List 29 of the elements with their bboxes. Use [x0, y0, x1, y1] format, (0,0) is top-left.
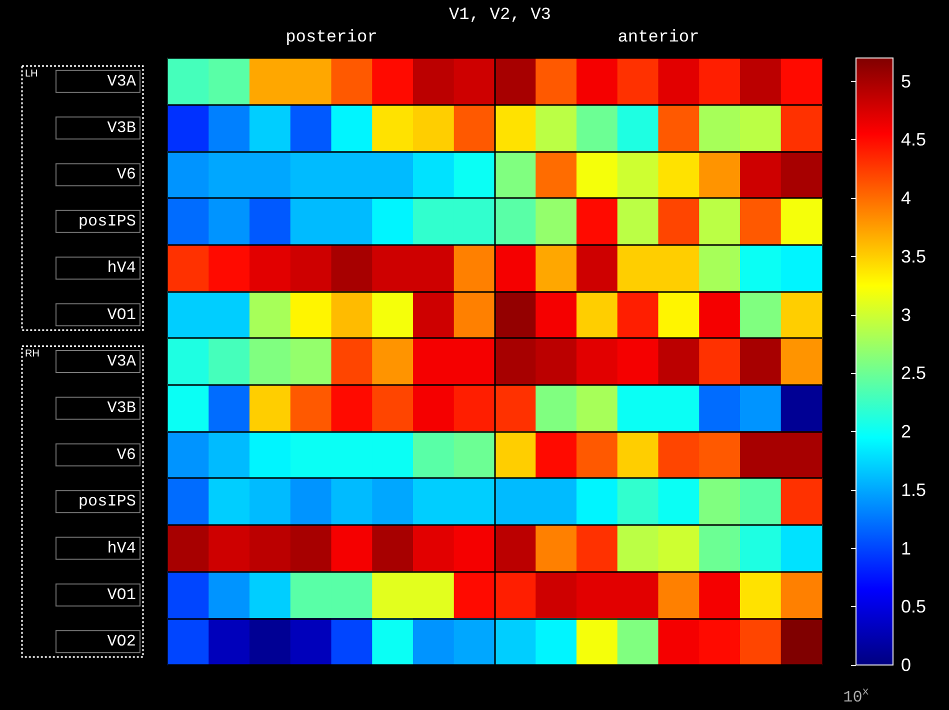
color-bar-label: 0.5 [901, 596, 926, 617]
color-bar-label: 4.5 [901, 130, 926, 150]
color-bar-label: 2.5 [901, 363, 926, 384]
text: anterior [618, 28, 700, 48]
color-bar-label: 2 [901, 422, 912, 442]
color-bar-label: 3 [901, 304, 912, 325]
y-tick-label: posIPS [78, 212, 136, 230]
y-tick-label: V3A [107, 352, 136, 370]
text: RH [25, 348, 40, 360]
y-tick-label: VO1 [107, 306, 136, 324]
y-tick-label: V6 [116, 446, 136, 464]
y-tick-label: hV4 [107, 539, 136, 558]
y-tick-label: V3B [107, 119, 136, 138]
y-tick-label: hV4 [107, 259, 136, 278]
y-tick-label: V3B [107, 399, 136, 418]
y-tick-label: V3A [107, 72, 136, 90]
y-tick-label: VO2 [107, 632, 136, 651]
text: posterior [286, 28, 378, 48]
y-tick-label: V6 [116, 166, 136, 184]
color-bar-label: 0 [901, 655, 912, 675]
color-bar-label: 4 [901, 188, 912, 208]
color-bar-label: 5 [901, 71, 912, 92]
color-bar-label: 1.5 [901, 480, 926, 500]
y-tick-label: posIPS [78, 492, 136, 511]
color-bar-label: 3.5 [901, 246, 926, 266]
chart-title: V1, V2, V3 [448, 6, 552, 25]
y-tick-label: VO1 [107, 586, 136, 604]
text: LH [25, 68, 38, 80]
color-bar-label: 1 [901, 538, 912, 558]
